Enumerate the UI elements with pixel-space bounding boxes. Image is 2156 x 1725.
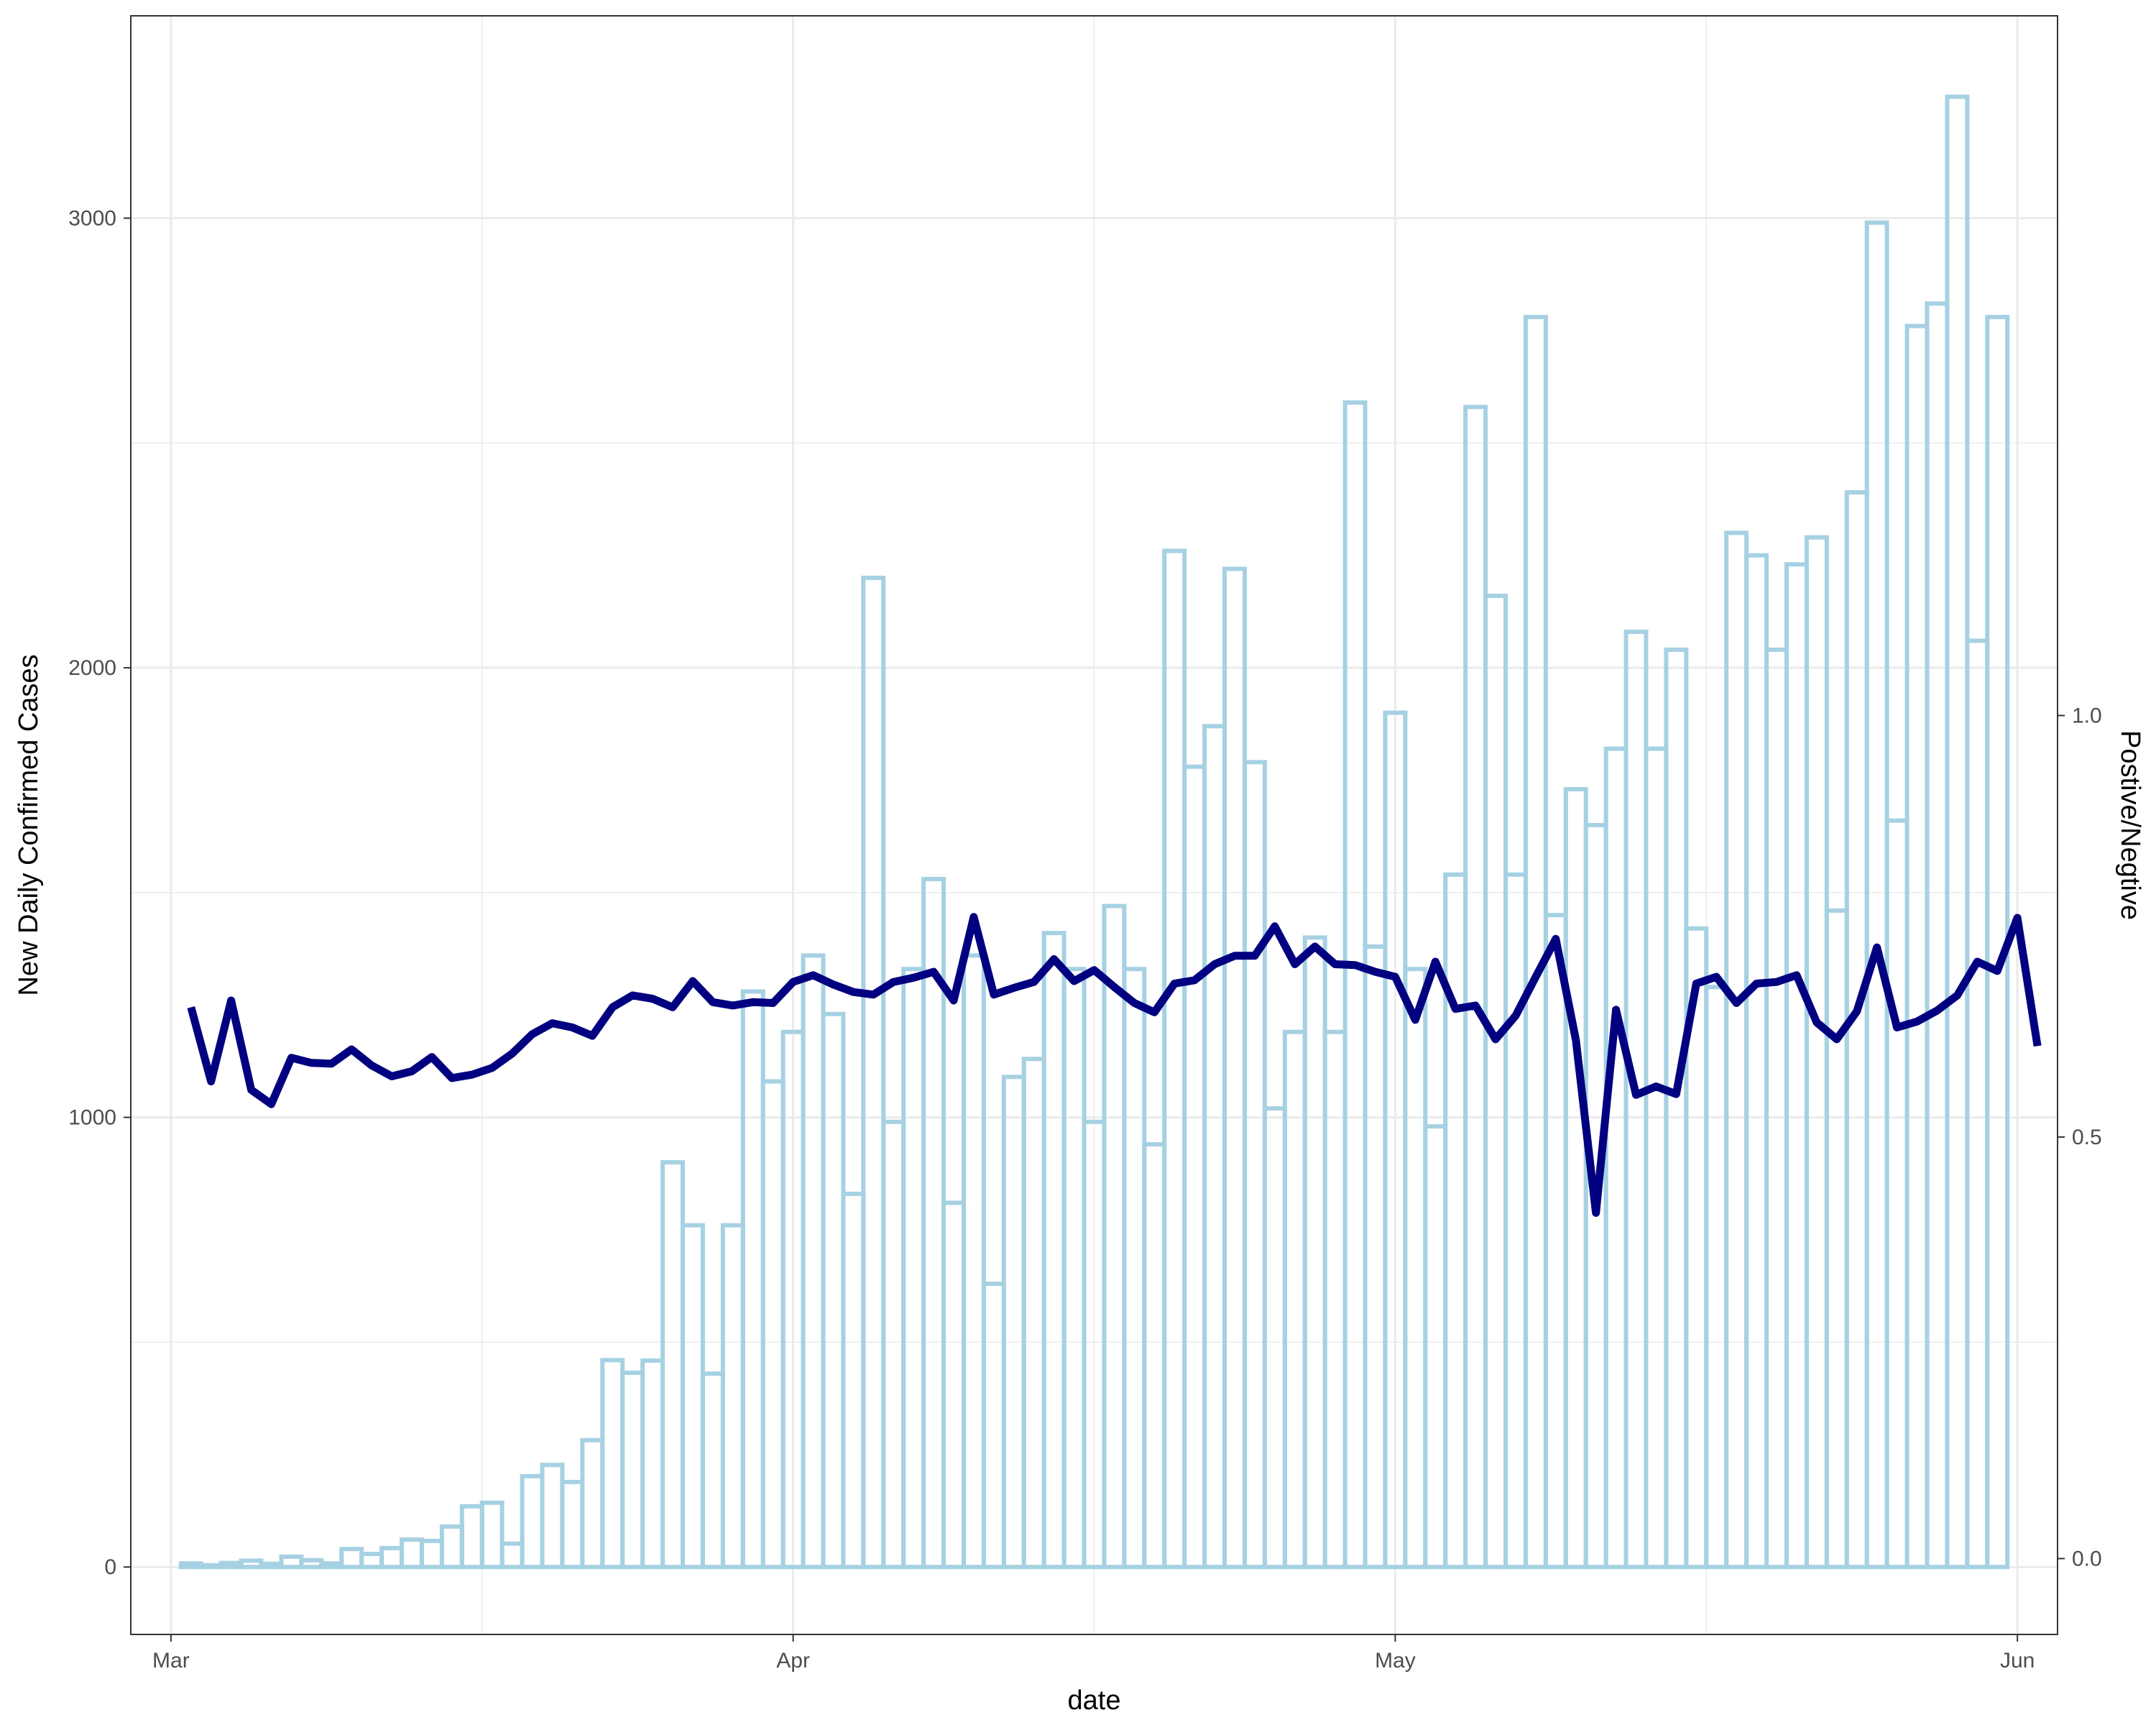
bar-series [178, 94, 2010, 1570]
bar [259, 1561, 284, 1570]
x-tick-label: Apr [776, 1649, 810, 1673]
line-series-group [187, 913, 2042, 1217]
bar [198, 1563, 224, 1570]
x-tick-label: Mar [152, 1649, 190, 1673]
y-axis-title-right: Postive/Negtive [2115, 730, 2145, 920]
y-tick-label-left: 3000 [68, 207, 116, 231]
ratio-line [187, 913, 2042, 1217]
bar [319, 1561, 344, 1570]
y-axis-title-left: New Daily Confirmed Cases [14, 654, 44, 995]
bar [961, 953, 986, 1570]
y-tick-label-right: 0.5 [2072, 1126, 2102, 1149]
x-tick-label: May [1375, 1649, 1416, 1673]
bar [178, 1561, 203, 1570]
y-tick-label-right: 0.0 [2072, 1547, 2102, 1570]
x-tick-label: Jun [2000, 1649, 2035, 1673]
y-tick-label-left: 2000 [68, 656, 116, 680]
y-tick-label-right: 1.0 [2072, 704, 2102, 728]
y-tick-label-left: 0 [104, 1555, 116, 1579]
x-axis-title: date [1068, 1685, 1121, 1716]
bar [479, 1500, 505, 1570]
y-tick-label-left: 1000 [68, 1106, 116, 1130]
bar [218, 1560, 244, 1570]
bar [861, 575, 886, 1570]
panel-border [130, 15, 2058, 1635]
axes: 0 1000 2000 3000 0.0 0.5 1.0 Mar Apr May Jun [68, 207, 2101, 1673]
